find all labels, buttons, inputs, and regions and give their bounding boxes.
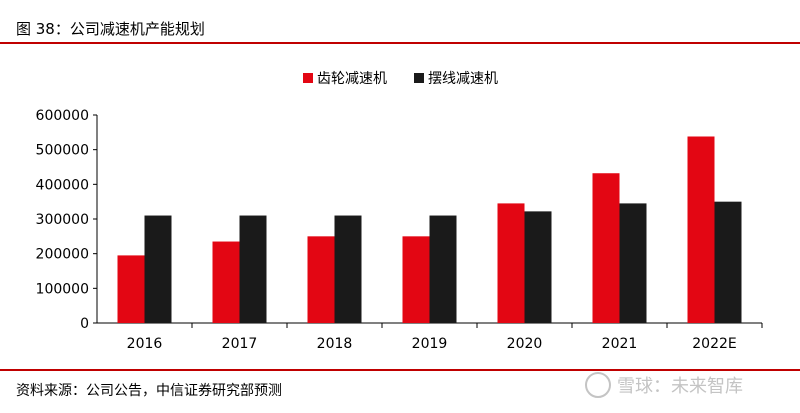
y-tick-label: 500000 xyxy=(36,143,89,159)
bar-cycloid-2019 xyxy=(429,215,457,323)
source-note: 资料来源：公司公告，中信证券研究部预测 xyxy=(16,383,282,399)
footer-divider xyxy=(0,369,800,371)
x-tick-label: 2019 xyxy=(412,336,448,352)
y-tick-label: 200000 xyxy=(36,247,89,263)
legend-swatch xyxy=(414,73,424,83)
bar-chart: 齿轮减速机 摆线减速机 0 100000 200000 300000 400000 50000… xyxy=(36,71,763,352)
bar-cycloid-2022E xyxy=(714,201,742,323)
y-tick-label: 100000 xyxy=(36,281,89,297)
bar-cycloid-2016 xyxy=(144,215,172,323)
bar-gear-2016 xyxy=(117,255,145,323)
snowball-logo-icon xyxy=(585,372,611,398)
title-bar: 图 38：公司减速机产能规划 xyxy=(0,0,800,44)
legend-label: 摆线减速机 xyxy=(428,71,498,87)
bar-gear-2019 xyxy=(402,236,430,323)
y-tick-label: 300000 xyxy=(36,212,89,228)
chart-container: 齿轮减速机 摆线减速机 0 100000 200000 300000 400000 50000… xyxy=(0,44,800,370)
watermark-text: 雪球：未来智库 xyxy=(617,376,743,397)
x-tick-label: 2017 xyxy=(222,336,258,352)
x-tick-label: 2022E xyxy=(692,336,736,352)
bar-gear-2017 xyxy=(212,241,240,323)
y-tick-label: 600000 xyxy=(36,108,89,124)
watermark: 雪球：未来智库 xyxy=(585,372,743,400)
bar-cycloid-2020 xyxy=(524,211,552,323)
legend-label: 齿轮减速机 xyxy=(317,71,387,87)
x-tick-label: 2020 xyxy=(507,336,543,352)
bar-cycloid-2021 xyxy=(619,203,647,323)
legend-swatch xyxy=(303,73,313,83)
bar-gear-2022E xyxy=(687,136,715,323)
x-tick-label: 2016 xyxy=(127,336,163,352)
x-tick-label: 2018 xyxy=(317,336,353,352)
bar-gear-2020 xyxy=(497,203,525,323)
bar-cycloid-2017 xyxy=(239,215,267,323)
bar-cycloid-2018 xyxy=(334,215,362,323)
y-tick-label: 400000 xyxy=(36,177,89,193)
bar-gear-2018 xyxy=(307,236,335,323)
figure-title: 图 38：公司减速机产能规划 xyxy=(16,20,205,38)
x-tick-label: 2021 xyxy=(602,336,638,352)
y-tick-label: 0 xyxy=(80,316,89,332)
bar-gear-2021 xyxy=(592,173,620,323)
